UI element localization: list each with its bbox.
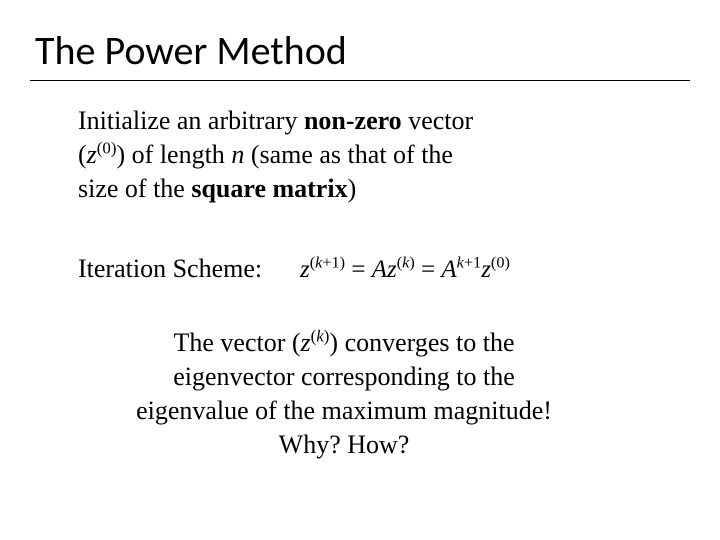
c1var: z xyxy=(301,328,311,357)
f-z2: z xyxy=(387,256,397,283)
concl-line-1: The vector (z(k)) converges to the xyxy=(64,326,624,360)
f-A2: A xyxy=(441,256,456,283)
slide-title: The Power Method xyxy=(35,26,347,75)
f-e3p: +1 xyxy=(464,254,481,272)
intro-line-1: Initialize an arbitrary non-zero vector xyxy=(78,104,473,138)
concl-line-4: Why? How? xyxy=(64,428,624,462)
intro-l2-a: ( xyxy=(78,140,87,169)
f-exp2: (k) xyxy=(397,254,415,272)
f-A1: A xyxy=(372,256,387,283)
title-underline xyxy=(30,80,690,81)
f-z3: z xyxy=(481,256,491,283)
f-exp1: (k+1) xyxy=(310,254,345,272)
intro-l3-bold: square matrix xyxy=(191,174,347,203)
intro-l1-bold: non-zero xyxy=(304,106,402,135)
c1sup: (k) xyxy=(311,326,330,345)
intro-l1-c: vector xyxy=(402,106,473,135)
f-z1: z xyxy=(300,256,310,283)
scheme-label-text: Iteration Scheme: xyxy=(78,254,262,283)
concl-line-3: eigenvalue of the maximum magnitude! xyxy=(64,394,624,428)
intro-l3-end: ) xyxy=(348,174,357,203)
concl-line-2: eigenvector corresponding to the xyxy=(64,360,624,394)
iteration-formula: z(k+1) = Az(k) = Ak+1z(0) xyxy=(300,256,510,284)
title-text: The Power Method xyxy=(35,26,347,75)
c1sk: k xyxy=(316,326,324,345)
f-eq2: = xyxy=(415,256,442,283)
intro-paragraph: Initialize an arbitrary non-zero vector … xyxy=(78,104,473,206)
f-exp4: (0) xyxy=(491,254,510,272)
intro-l2-c: (same as that of the xyxy=(244,140,453,169)
c1a: The vector ( xyxy=(174,328,301,357)
intro-line-3: size of the square matrix) xyxy=(78,172,473,206)
intro-line-2: (z(0)) of length n (same as that of the xyxy=(78,138,473,172)
intro-l1-a: Initialize an arbitrary xyxy=(78,106,304,135)
f-e3k: k xyxy=(457,254,464,272)
f-exp3: k+1 xyxy=(457,254,482,272)
intro-l2-sup: (0) xyxy=(97,138,117,157)
intro-l2-n: n xyxy=(231,140,244,169)
intro-l2-b: ) of length xyxy=(117,140,232,169)
conclusion-paragraph: The vector (z(k)) converges to the eigen… xyxy=(64,326,624,462)
c1b: ) converges to the xyxy=(329,328,514,357)
scheme-label: Iteration Scheme: xyxy=(78,254,262,284)
intro-l2-z: z xyxy=(87,140,97,169)
intro-l3-a: size of the xyxy=(78,174,191,203)
f-eq1: = xyxy=(345,256,372,283)
f-e1p: +1 xyxy=(322,254,339,272)
